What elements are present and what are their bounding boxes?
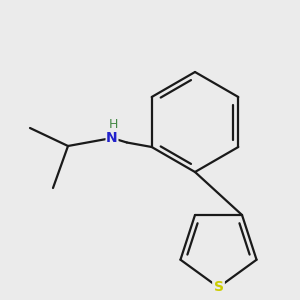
Text: S: S xyxy=(214,280,224,294)
Text: N: N xyxy=(106,131,118,145)
Text: H: H xyxy=(108,118,118,130)
